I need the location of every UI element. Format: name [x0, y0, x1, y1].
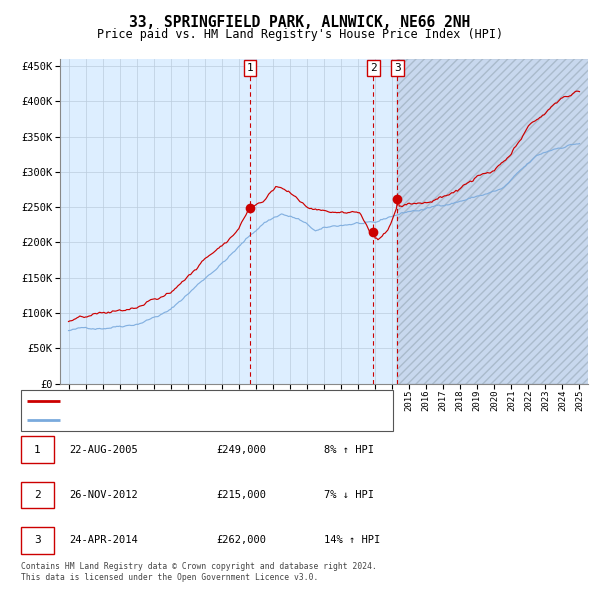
Text: 14% ↑ HPI: 14% ↑ HPI	[324, 536, 380, 545]
Text: 22-AUG-2005: 22-AUG-2005	[69, 445, 138, 454]
Text: £262,000: £262,000	[216, 536, 266, 545]
Text: 33, SPRINGFIELD PARK, ALNWICK, NE66 2NH: 33, SPRINGFIELD PARK, ALNWICK, NE66 2NH	[130, 15, 470, 30]
FancyBboxPatch shape	[21, 527, 54, 554]
Text: 3: 3	[394, 63, 401, 73]
Text: 8% ↑ HPI: 8% ↑ HPI	[324, 445, 374, 454]
FancyBboxPatch shape	[21, 481, 54, 509]
Text: 1: 1	[34, 445, 41, 454]
Text: £249,000: £249,000	[216, 445, 266, 454]
Text: 2: 2	[34, 490, 41, 500]
Text: HPI: Average price, detached house, Northumberland: HPI: Average price, detached house, Nort…	[66, 416, 335, 425]
Text: Price paid vs. HM Land Registry's House Price Index (HPI): Price paid vs. HM Land Registry's House …	[97, 28, 503, 41]
Text: 3: 3	[34, 536, 41, 545]
Text: 26-NOV-2012: 26-NOV-2012	[69, 490, 138, 500]
Text: 2: 2	[370, 63, 377, 73]
Text: 33, SPRINGFIELD PARK, ALNWICK, NE66 2NH (detached house): 33, SPRINGFIELD PARK, ALNWICK, NE66 2NH …	[66, 396, 367, 405]
FancyBboxPatch shape	[21, 389, 393, 431]
Text: 1: 1	[247, 63, 253, 73]
Text: £215,000: £215,000	[216, 490, 266, 500]
Text: 7% ↓ HPI: 7% ↓ HPI	[324, 490, 374, 500]
Text: Contains HM Land Registry data © Crown copyright and database right 2024.
This d: Contains HM Land Registry data © Crown c…	[21, 562, 377, 582]
Bar	[397, 59, 600, 384]
FancyBboxPatch shape	[21, 436, 54, 463]
Text: 24-APR-2014: 24-APR-2014	[69, 536, 138, 545]
